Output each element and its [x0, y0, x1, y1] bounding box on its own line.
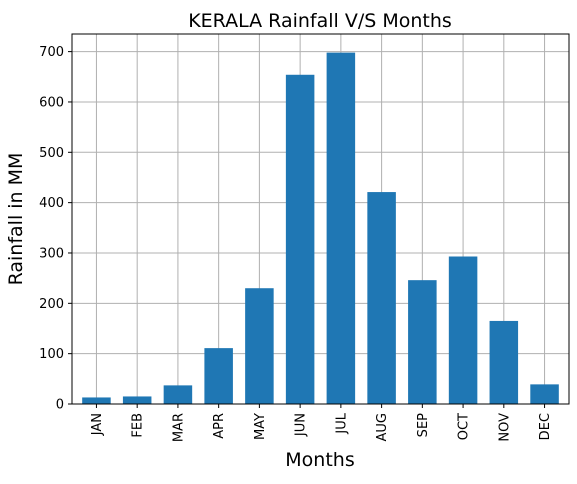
plot-frame	[71, 33, 570, 405]
x-tick-label: FEB	[131, 413, 146, 438]
x-tick-label: MAR	[171, 413, 186, 442]
bar-sep	[408, 280, 437, 404]
chart-title: KERALA Rainfall V/S Months	[188, 10, 452, 32]
x-tick-label: DEC	[538, 413, 553, 440]
bar-may	[245, 288, 274, 404]
x-tick-label: APR	[212, 413, 227, 439]
y-tick-label: 500	[39, 146, 64, 161]
bar-oct	[448, 256, 478, 404]
y-tick-label: 0	[56, 398, 64, 413]
bar-apr	[204, 348, 233, 404]
bar-mar	[163, 385, 193, 404]
y-tick-label: 300	[39, 246, 64, 261]
x-tick-label: NOV	[497, 413, 512, 442]
bar-nov	[489, 320, 519, 404]
bar-jun	[285, 74, 315, 404]
bar-dec	[530, 384, 559, 404]
x-tick-label: JUN	[294, 413, 309, 437]
y-tick-label: 200	[39, 297, 64, 312]
y-tick-label: 400	[39, 196, 64, 211]
x-axis-ticks: JAN FEB MAR APR MAY JUN JUL AUG SEP OCT NOV DEC	[90, 404, 553, 442]
x-tick-label: OCT	[457, 413, 472, 440]
y-tick-label: 100	[39, 347, 64, 362]
x-tick-label: SEP	[416, 413, 431, 437]
bar-jan	[82, 397, 111, 404]
y-tick-label: 700	[39, 45, 64, 60]
x-tick-label: JUL	[334, 412, 349, 434]
x-tick-label: MAY	[253, 413, 268, 440]
y-tick-label: 600	[39, 95, 64, 110]
x-tick-label: JAN	[90, 413, 105, 436]
bar-aug	[367, 192, 396, 404]
y-axis-label: Rainfall in MM	[5, 153, 27, 286]
bar-jul	[326, 52, 356, 404]
bars	[82, 52, 559, 404]
x-tick-label: AUG	[375, 413, 390, 441]
bar-feb	[122, 396, 152, 404]
y-axis-ticks: 0 100 200 300 400 500 600 700	[39, 45, 72, 413]
x-axis-label: Months	[285, 449, 354, 471]
